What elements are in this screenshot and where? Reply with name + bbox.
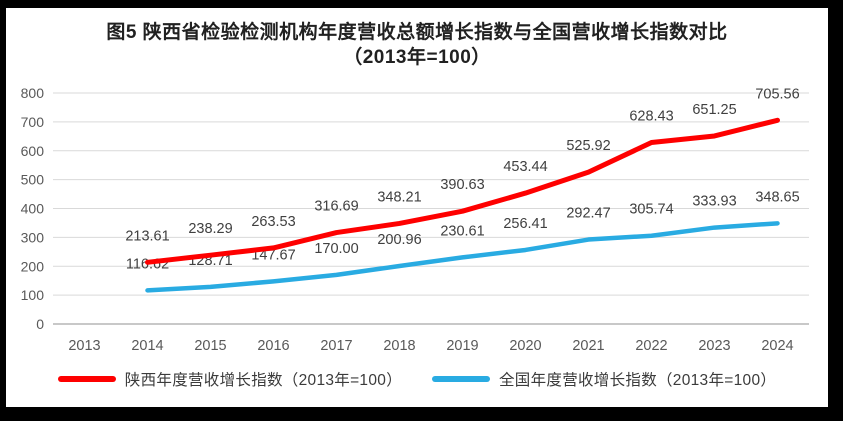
data-label-national: 200.96	[377, 232, 421, 248]
x-axis-tick-label: 2017	[320, 338, 352, 354]
data-label-shaanxi: 213.61	[125, 228, 169, 244]
legend-item-national: 全国年度营收增长指数（2013年=100）	[432, 368, 776, 390]
data-label-shaanxi: 453.44	[503, 159, 547, 175]
data-label-shaanxi: 525.92	[566, 138, 610, 154]
x-axis-tick-label: 2021	[572, 338, 604, 354]
data-label-shaanxi: 628.43	[629, 109, 673, 125]
data-label-national: 292.47	[566, 206, 610, 222]
legend-label-national: 全国年度营收增长指数（2013年=100）	[499, 372, 777, 389]
legend-label-shaanxi: 陕西年度营收增长指数（2013年=100）	[124, 372, 402, 389]
x-axis-tick-label: 2016	[257, 338, 289, 354]
legend-item-shaanxi: 陕西年度营收增长指数（2013年=100）	[57, 368, 402, 390]
x-axis-tick-label: 2014	[131, 338, 163, 354]
data-label-shaanxi: 238.29	[188, 221, 232, 237]
chart-title-line1: 图5 陕西省检验检测机构年度营收总额增长指数与全国营收增长指数对比	[106, 22, 728, 43]
data-label-national: 256.41	[503, 216, 547, 232]
legend-red-line-swatch	[57, 376, 116, 382]
data-label-national: 170.00	[314, 241, 358, 257]
chart-legend: 陕西年度营收增长指数（2013年=100） 全国年度营收增长指数（2013年=1…	[6, 368, 828, 390]
x-axis-tick-label: 2020	[509, 338, 541, 354]
y-axis-tick-label: 400	[21, 201, 45, 217]
x-axis-tick-label: 2022	[635, 338, 667, 354]
data-label-shaanxi: 705.56	[755, 86, 799, 102]
data-label-shaanxi: 651.25	[692, 102, 736, 118]
x-axis-tick-label: 2015	[194, 338, 226, 354]
y-axis-tick-label: 0	[36, 316, 44, 332]
y-axis-tick-label: 800	[21, 85, 45, 101]
data-label-shaanxi: 263.53	[251, 214, 295, 230]
x-axis-tick-label: 2019	[446, 338, 478, 354]
y-axis-tick-label: 500	[21, 172, 45, 188]
chart-title: 图5 陕西省检验检测机构年度营收总额增长指数与全国营收增长指数对比 （2013年…	[6, 20, 828, 70]
x-axis-tick-label: 2018	[383, 338, 415, 354]
data-label-shaanxi: 390.63	[440, 177, 484, 193]
y-axis-tick-label: 300	[21, 229, 45, 245]
series-line-shaanxi	[145, 117, 780, 265]
y-axis-tick-label: 200	[21, 258, 45, 274]
x-axis-tick-label: 2023	[698, 338, 730, 354]
data-label-national: 230.61	[440, 223, 484, 239]
legend-blue-line-swatch	[432, 376, 490, 382]
series-line-national	[145, 221, 780, 293]
chart-title-line2: （2013年=100）	[343, 47, 491, 68]
data-label-national: 348.65	[755, 189, 799, 205]
x-axis-tick-label: 2013	[68, 338, 100, 354]
data-label-national: 333.93	[692, 194, 736, 210]
data-label-shaanxi: 316.69	[314, 199, 358, 215]
y-axis-tick-label: 700	[21, 114, 45, 130]
chart-canvas: 图5 陕西省检验检测机构年度营收总额增长指数与全国营收增长指数对比 （2013年…	[6, 8, 828, 407]
data-label-shaanxi: 348.21	[377, 189, 421, 205]
data-label-national: 305.74	[629, 202, 673, 218]
y-axis-tick-label: 100	[21, 287, 45, 303]
x-axis-tick-label: 2024	[761, 338, 793, 354]
y-axis-tick-label: 600	[21, 143, 45, 159]
